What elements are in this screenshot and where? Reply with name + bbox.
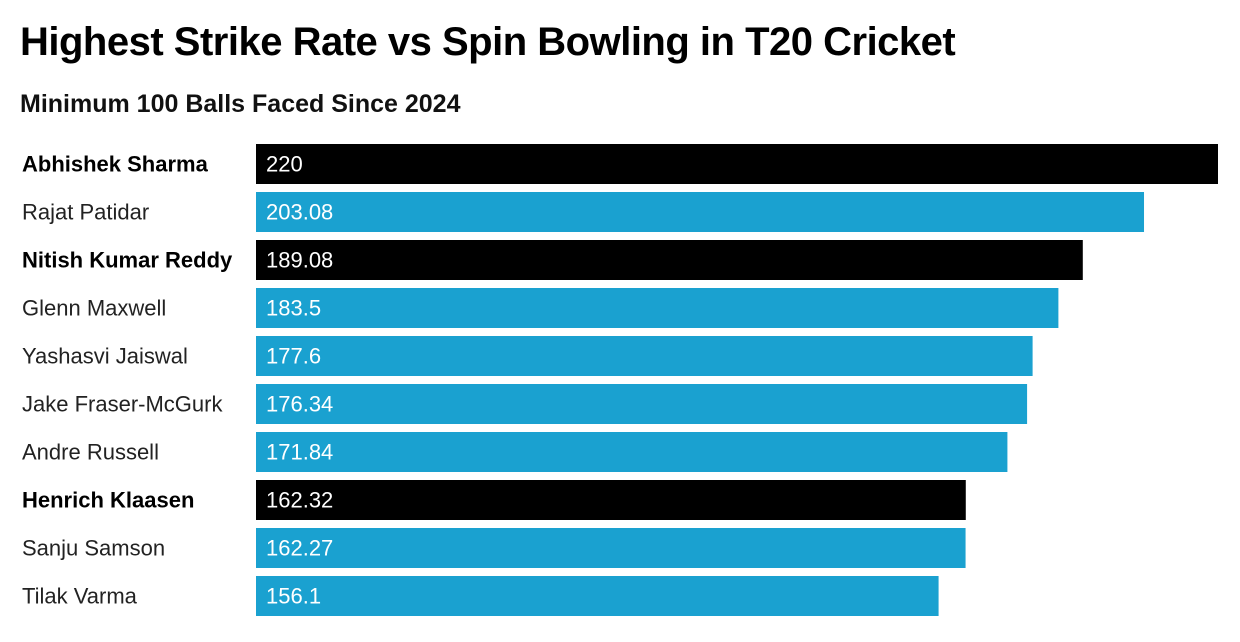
chart-subtitle: Minimum 100 Balls Faced Since 2024: [20, 90, 461, 118]
value-label-abhishek-sharma: 220: [266, 152, 303, 177]
bar-glenn-maxwell: [256, 288, 1059, 328]
bar-yashasvi-jaiswal: [256, 336, 1033, 376]
category-label-sanju-samson: Sanju Samson: [22, 536, 165, 561]
category-label-abhishek-sharma: Abhishek Sharma: [22, 152, 209, 177]
category-label-andre-russell: Andre Russell: [22, 440, 159, 465]
value-label-sanju-samson: 162.27: [266, 536, 333, 561]
value-label-andre-russell: 171.84: [266, 440, 333, 465]
value-label-jake-fraser-mcgurk: 176.34: [266, 392, 333, 417]
value-label-rajat-patidar: 203.08: [266, 200, 333, 225]
category-label-rajat-patidar: Rajat Patidar: [22, 200, 149, 225]
bar-jake-fraser-mcgurk: [256, 384, 1028, 424]
category-label-jake-fraser-mcgurk: Jake Fraser-McGurk: [22, 392, 223, 417]
category-label-henrich-klaasen: Henrich Klaasen: [22, 488, 194, 513]
bar-andre-russell: [256, 432, 1008, 472]
chart-title: Highest Strike Rate vs Spin Bowling in T…: [20, 20, 956, 64]
value-label-henrich-klaasen: 162.32: [266, 488, 333, 513]
category-label-glenn-maxwell: Glenn Maxwell: [22, 296, 166, 321]
value-label-tilak-varma: 156.1: [266, 584, 321, 609]
bar-tilak-varma: [256, 576, 939, 616]
bar-henrich-klaasen: [256, 480, 966, 520]
bar-nitish-kumar-reddy: [256, 240, 1083, 280]
category-label-yashasvi-jaiswal: Yashasvi Jaiswal: [22, 344, 188, 369]
value-label-nitish-kumar-reddy: 189.08: [266, 248, 333, 273]
category-label-nitish-kumar-reddy: Nitish Kumar Reddy: [22, 248, 233, 273]
bar-sanju-samson: [256, 528, 966, 568]
bar-abhishek-sharma: [256, 144, 1218, 184]
value-label-glenn-maxwell: 183.5: [266, 296, 321, 321]
category-label-tilak-varma: Tilak Varma: [22, 584, 138, 609]
bar-rajat-patidar: [256, 192, 1145, 232]
value-label-yashasvi-jaiswal: 177.6: [266, 344, 321, 369]
